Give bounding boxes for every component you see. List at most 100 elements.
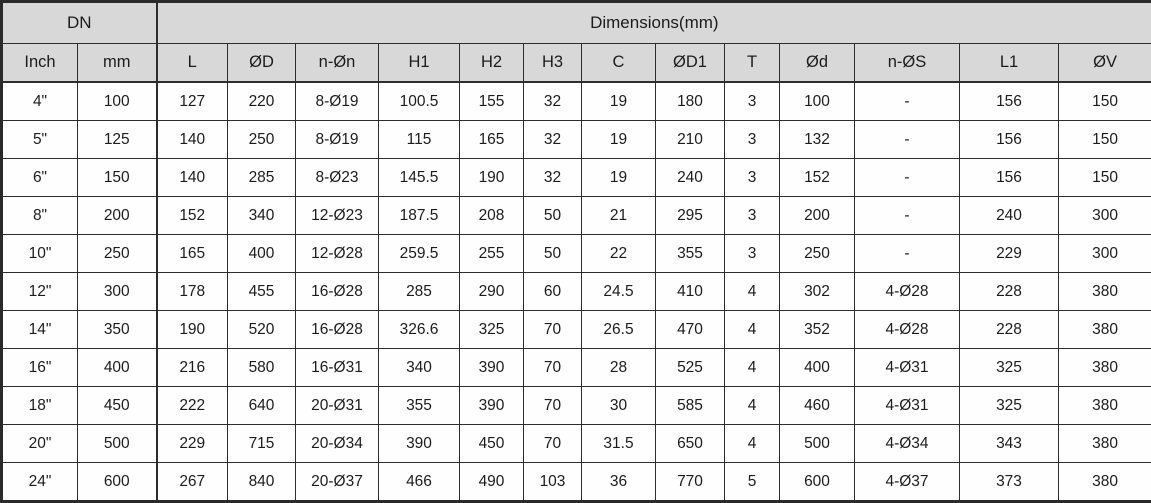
table-cell: 100.5 xyxy=(379,82,460,121)
table-cell: - xyxy=(855,121,960,159)
column-header-11: Ød xyxy=(780,44,855,83)
table-cell: 300 xyxy=(1059,197,1151,235)
table-cell: 352 xyxy=(780,311,855,349)
column-header-8: C xyxy=(582,44,656,83)
table-cell: 19 xyxy=(582,82,656,121)
table-cell: 31.5 xyxy=(582,425,656,463)
table-cell: - xyxy=(855,82,960,121)
table-cell: 3 xyxy=(725,235,780,273)
table-cell: 290 xyxy=(460,273,524,311)
group-header-dimensions: Dimensions(mm) xyxy=(157,2,1151,44)
table-cell: 150 xyxy=(1059,159,1151,197)
column-header-7: H3 xyxy=(524,44,582,83)
table-cell: 5" xyxy=(2,121,78,159)
table-cell: 4-Ø31 xyxy=(855,387,960,425)
table-cell: 12-Ø28 xyxy=(296,235,379,273)
table-cell: 220 xyxy=(228,82,296,121)
table-cell: 228 xyxy=(960,311,1059,349)
table-cell: 390 xyxy=(460,349,524,387)
table-cell: 3 xyxy=(725,82,780,121)
table-cell: 450 xyxy=(460,425,524,463)
table-cell: 32 xyxy=(524,121,582,159)
table-cell: 300 xyxy=(78,273,157,311)
table-cell: 6" xyxy=(2,159,78,197)
table-cell: 140 xyxy=(157,159,228,197)
table-cell: 8-Ø19 xyxy=(296,82,379,121)
table-cell: 302 xyxy=(780,273,855,311)
table-cell: 190 xyxy=(157,311,228,349)
table-cell: 20-Ø34 xyxy=(296,425,379,463)
column-header-3: ØD xyxy=(228,44,296,83)
column-header-12: n-ØS xyxy=(855,44,960,83)
table-cell: 190 xyxy=(460,159,524,197)
table-cell: 10" xyxy=(2,235,78,273)
table-cell: 250 xyxy=(780,235,855,273)
table-cell: 200 xyxy=(780,197,855,235)
table-cell: 28 xyxy=(582,349,656,387)
table-cell: 285 xyxy=(379,273,460,311)
column-header-0: Inch xyxy=(2,44,78,83)
table-cell: 285 xyxy=(228,159,296,197)
table-cell: 4 xyxy=(725,273,780,311)
table-cell: 4 xyxy=(725,349,780,387)
table-cell: 20-Ø31 xyxy=(296,387,379,425)
table-cell: 70 xyxy=(524,311,582,349)
table-cell: 152 xyxy=(157,197,228,235)
column-header-10: T xyxy=(725,44,780,83)
column-header-9: ØD1 xyxy=(656,44,725,83)
table-cell: 400 xyxy=(228,235,296,273)
table-cell: 30 xyxy=(582,387,656,425)
table-cell: 380 xyxy=(1059,425,1151,463)
table-cell: 187.5 xyxy=(379,197,460,235)
column-header-4: n-Øn xyxy=(296,44,379,83)
table-cell: 155 xyxy=(460,82,524,121)
table-cell: 228 xyxy=(960,273,1059,311)
table-cell: 14" xyxy=(2,311,78,349)
table-cell: 20" xyxy=(2,425,78,463)
table-cell: 4-Ø28 xyxy=(855,311,960,349)
table-cell: 150 xyxy=(1059,82,1151,121)
table-cell: 460 xyxy=(780,387,855,425)
table-cell: 210 xyxy=(656,121,725,159)
table-cell: 70 xyxy=(524,387,582,425)
table-cell: 150 xyxy=(1059,121,1151,159)
table-cell: 4-Ø34 xyxy=(855,425,960,463)
table-cell: 140 xyxy=(157,121,228,159)
column-header-13: L1 xyxy=(960,44,1059,83)
table-cell: 115 xyxy=(379,121,460,159)
table-cell: 16-Ø28 xyxy=(296,311,379,349)
table-cell: 19 xyxy=(582,121,656,159)
table-cell: 18" xyxy=(2,387,78,425)
table-cell: 3 xyxy=(725,159,780,197)
table-cell: 300 xyxy=(1059,235,1151,273)
column-header-1: mm xyxy=(78,44,157,83)
table-cell: 380 xyxy=(1059,387,1151,425)
column-header-5: H1 xyxy=(379,44,460,83)
table-cell: 455 xyxy=(228,273,296,311)
table-cell: 715 xyxy=(228,425,296,463)
table-cell: 127 xyxy=(157,82,228,121)
table-cell: 208 xyxy=(460,197,524,235)
table-cell: 640 xyxy=(228,387,296,425)
table-cell: 180 xyxy=(656,82,725,121)
table-cell: 325 xyxy=(460,311,524,349)
table-cell: 650 xyxy=(656,425,725,463)
table-cell: 390 xyxy=(379,425,460,463)
table-cell: 326.6 xyxy=(379,311,460,349)
table-cell: 380 xyxy=(1059,273,1151,311)
table-cell: 156 xyxy=(960,159,1059,197)
table-cell: 70 xyxy=(524,349,582,387)
table-cell: 3 xyxy=(725,121,780,159)
table-cell: 355 xyxy=(379,387,460,425)
table-cell: 240 xyxy=(960,197,1059,235)
table-cell: 410 xyxy=(656,273,725,311)
table-cell: 222 xyxy=(157,387,228,425)
table-cell: 585 xyxy=(656,387,725,425)
